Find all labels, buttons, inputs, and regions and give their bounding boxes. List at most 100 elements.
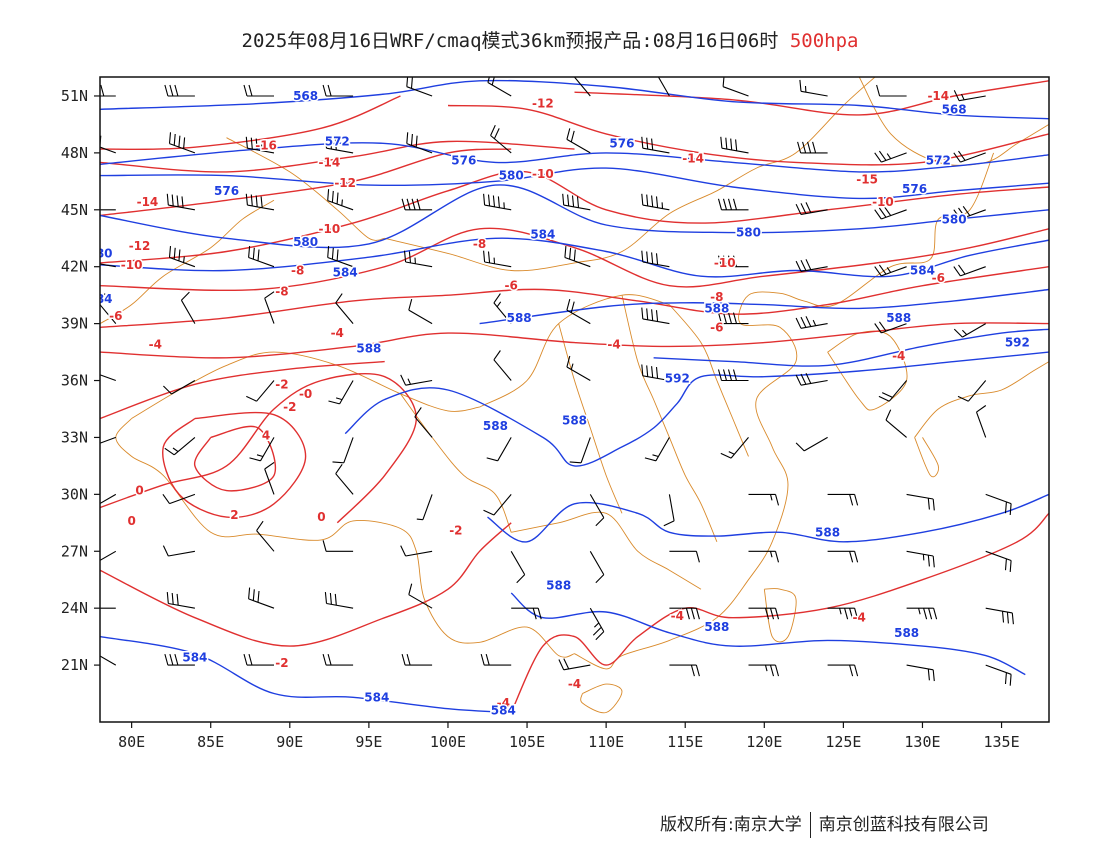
wind-barb (400, 374, 433, 386)
lat-tick-label: 39N (61, 315, 88, 333)
border-line (669, 304, 749, 457)
wind-barb (335, 463, 354, 495)
wind-barb (795, 316, 828, 329)
wind-barb (162, 493, 196, 505)
temperature-contour (162, 411, 307, 519)
latitude-axis: 51N 48N 45N 42N 39N 36N 33N 30N 27N 24N 21N (61, 87, 100, 674)
wind-barb (566, 298, 591, 325)
height-label: 588 (562, 413, 587, 427)
height-label: 580 (942, 212, 967, 226)
height-contour (510, 592, 1026, 676)
temperature-label: -8 (473, 237, 486, 251)
wind-barb (490, 124, 512, 154)
wind-barb (566, 355, 591, 381)
height-label: 580 (499, 169, 524, 183)
wind-barb (322, 84, 354, 97)
temperature-label: -14 (927, 89, 949, 103)
wind-barb (164, 436, 196, 456)
temperature-label: -6 (109, 309, 122, 323)
wind-barb (483, 494, 512, 516)
temperature-contour (100, 360, 385, 420)
wind-barb (795, 202, 828, 216)
height-label: 584 (182, 651, 207, 665)
height-contour (479, 288, 1049, 325)
wind-barb (408, 583, 433, 609)
wind-barb (874, 321, 907, 334)
wind-barb (100, 374, 116, 382)
height-label: 588 (704, 301, 729, 315)
wind-barb (163, 380, 196, 395)
wind-barb (162, 545, 195, 557)
wind-barb (795, 372, 828, 386)
temperature-contour (447, 104, 1049, 166)
height-contour (100, 184, 1049, 249)
wind-barb (874, 264, 907, 277)
temperature-label: -14 (682, 152, 704, 166)
height-label: 580 (293, 235, 318, 249)
temperature-contour (100, 95, 401, 151)
lon-tick-label: 90E (276, 733, 303, 751)
height-label: 588 (546, 578, 571, 592)
wind-barb (874, 205, 907, 220)
height-label: 576 (451, 153, 476, 167)
wind-barb (669, 607, 700, 620)
wind-barb (985, 493, 1012, 516)
wind-barb (327, 189, 354, 211)
wind-barb (799, 79, 828, 97)
wind-barb (562, 193, 591, 211)
wind-barb (953, 323, 986, 338)
temperature-label: -6 (505, 279, 518, 293)
lat-tick-label: 48N (61, 144, 88, 162)
temperature-contour (100, 140, 575, 173)
wind-barb (589, 607, 605, 641)
border-line (558, 323, 623, 514)
temperature-contour (510, 512, 1049, 713)
height-label: 592 (1005, 336, 1030, 350)
wind-barb (246, 380, 275, 402)
temperature-contour (194, 425, 276, 492)
contour-label-layer: -12-14-16-14-12-10-14-14-10-12 -8-10 -8-8-… (87, 87, 1031, 719)
wind-barb (166, 592, 195, 609)
temperature-label: -14 (137, 195, 159, 209)
height-label: 588 (356, 341, 381, 355)
temperature-contour (574, 80, 1049, 116)
border-line (400, 393, 512, 533)
wind-barb (406, 77, 433, 97)
height-contour (487, 493, 1049, 543)
temperature-label: -10 (532, 167, 554, 181)
temperature-contour-layer (100, 80, 1049, 713)
height-label: 584 (910, 264, 935, 278)
temperature-label: -8 (710, 290, 723, 304)
lon-tick-label: 125E (825, 733, 861, 751)
height-label: 584 (333, 265, 358, 279)
wind-barb (589, 551, 605, 584)
wind-barb (493, 293, 512, 324)
wind-barb (100, 293, 117, 324)
wind-barb (168, 246, 196, 268)
wind-barb (748, 607, 780, 620)
wind-barb (669, 550, 700, 563)
wind-barb (100, 493, 117, 505)
wind-barb (168, 132, 196, 154)
height-label: 580 (87, 246, 112, 260)
longitude-axis: 80E 85E 90E 95E 100E 105E 110E 115E 120E 125E 130E… (118, 722, 1020, 751)
lon-tick-label: 80E (118, 733, 145, 751)
wind-barb (322, 653, 354, 666)
wind-barb (100, 135, 116, 154)
wind-barb (327, 246, 354, 268)
wind-barb (906, 550, 935, 568)
wind-barb (416, 494, 433, 521)
lon-tick-label: 135E (983, 733, 1019, 751)
temperature-label: 0 (127, 514, 135, 528)
temperature-label: 0 (135, 484, 143, 498)
wind-barb (335, 293, 354, 324)
wind-barb (669, 664, 700, 677)
wind-barb (564, 246, 591, 268)
wind-barb (322, 540, 354, 552)
height-label: 588 (894, 626, 919, 640)
wind-barb (878, 380, 908, 402)
height-label: 588 (483, 419, 508, 433)
wind-barb (100, 436, 116, 444)
border-line (384, 77, 876, 272)
height-label: 592 (665, 372, 690, 386)
